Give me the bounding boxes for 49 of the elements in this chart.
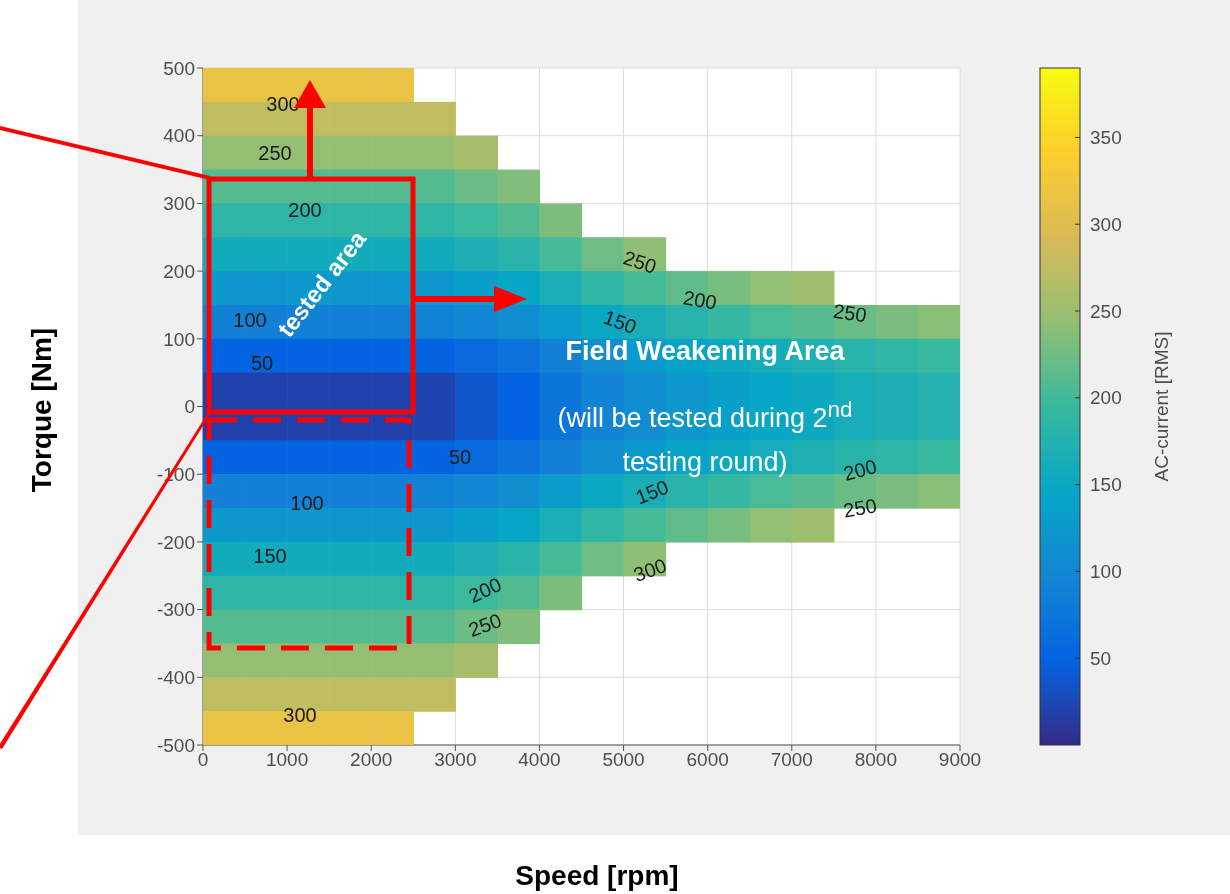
y-tick-label: -300 <box>156 599 195 621</box>
y-tick-label: -200 <box>156 531 195 553</box>
color-bar-label: 200 <box>1090 387 1122 409</box>
annotation: 50 <box>448 446 472 468</box>
annotation: 300 <box>630 553 670 587</box>
x-tick-label: 1000 <box>265 749 309 771</box>
annotation: Field Weakening Area <box>564 336 846 367</box>
y-tick-label: -500 <box>156 734 195 756</box>
x-tick-label: 0 <box>197 749 209 771</box>
x-tick-label: 4000 <box>518 749 561 771</box>
y-tick-label: 500 <box>163 57 195 79</box>
color-bar-label: 350 <box>1090 126 1122 148</box>
annotation: 200 <box>841 455 879 485</box>
annotation: 100 <box>290 492 324 514</box>
annotation: 250 <box>465 608 505 642</box>
x-axis-title: Speed [rpm] <box>514 860 680 892</box>
x-tick-label: 8000 <box>854 749 898 771</box>
color-bar-title: AC-current [RMS] <box>1151 331 1172 482</box>
annotation: 250 <box>258 142 292 164</box>
annotation: 100 <box>233 309 267 331</box>
annotation: 250 <box>620 246 660 278</box>
x-tick-label: 6000 <box>686 749 729 771</box>
x-tick-label: 3000 <box>434 749 477 771</box>
annotation: 300 <box>283 704 317 726</box>
y-tick-label: -400 <box>156 667 195 689</box>
color-bar-label: 300 <box>1090 213 1122 235</box>
annotation: 150 <box>632 475 672 509</box>
annotation: 150 <box>600 305 640 339</box>
y-tick-label: 200 <box>163 260 195 282</box>
color-bar-label: 100 <box>1090 560 1122 582</box>
annotation: 50 <box>250 352 274 374</box>
color-bar-label: 250 <box>1090 300 1122 322</box>
y-tick-label: 300 <box>163 193 195 215</box>
y-axis-title: Torque [Nm] <box>26 327 58 493</box>
annotation: 200 <box>681 286 719 314</box>
y-tick-label: 0 <box>184 396 195 418</box>
annotation: 250 <box>841 494 879 522</box>
annotation: 200 <box>288 199 322 221</box>
color-bar-label: 50 <box>1090 647 1112 669</box>
x-tick-label: 7000 <box>770 749 813 771</box>
annotation: 200 <box>465 572 505 608</box>
x-tick-label: 5000 <box>602 749 645 771</box>
annotation: 250 <box>831 299 869 327</box>
x-tick-label: 2000 <box>350 749 393 771</box>
x-tick-label: 9000 <box>938 749 982 771</box>
color-bar-label: 150 <box>1090 474 1122 496</box>
annotation: 150 <box>253 545 287 567</box>
y-tick-label: 100 <box>163 328 195 350</box>
y-tick-label: 400 <box>163 125 195 147</box>
